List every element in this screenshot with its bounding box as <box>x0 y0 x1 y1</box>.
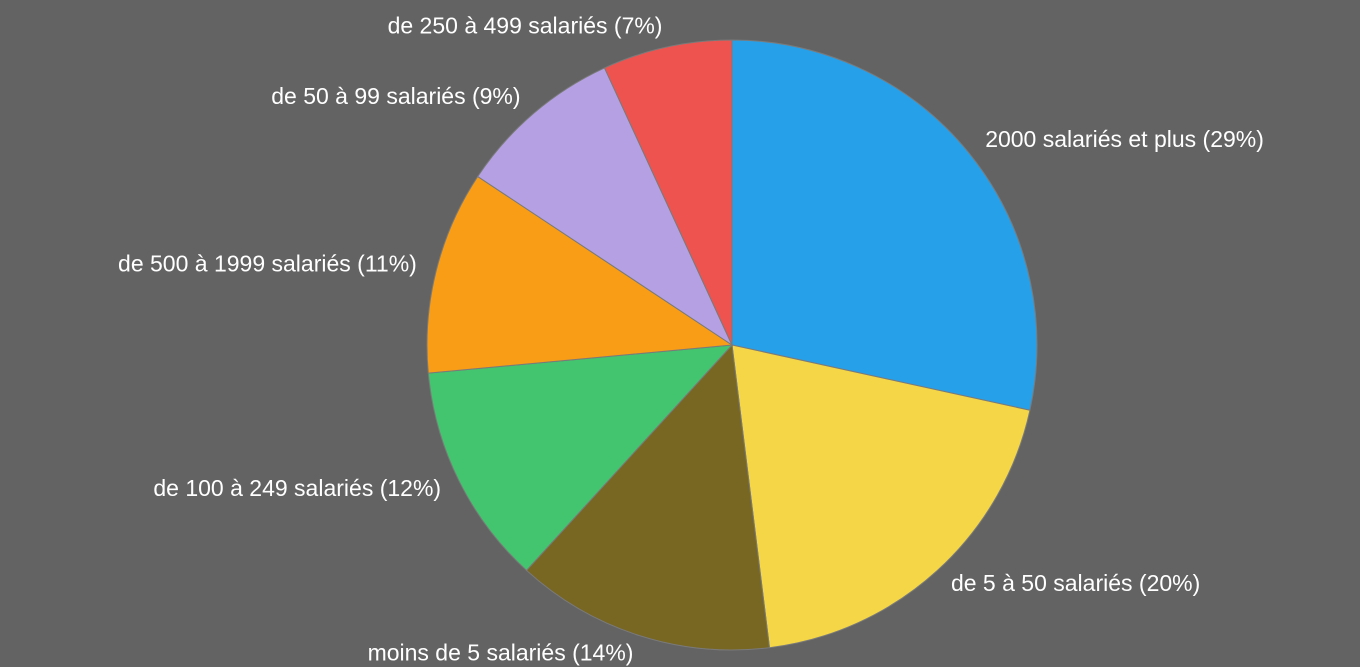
slice-label: de 50 à 99 salariés (9%) <box>271 83 520 109</box>
slice-category: de 250 à 499 salariés <box>388 13 608 39</box>
pie-slice <box>525 343 771 651</box>
pie-slice <box>731 344 1031 649</box>
slice-category: de 50 à 99 salariés <box>271 83 465 109</box>
slice-label: de 5 à 50 salariés (20%) <box>951 570 1200 596</box>
pie-slice <box>427 344 734 572</box>
slice-category: de 5 à 50 salariés <box>951 570 1133 596</box>
slice-label: de 100 à 249 salariés (12%) <box>153 475 441 501</box>
pie-slice <box>426 175 734 374</box>
slice-value-label: (9%) <box>472 83 521 109</box>
slice-value-label: (12%) <box>380 475 441 501</box>
slice-label: moins de 5 salariés (14%) <box>368 640 634 666</box>
pie-slice <box>603 39 733 346</box>
slice-category: 2000 salariés et plus <box>985 126 1196 152</box>
slice-value-label: (29%) <box>1203 126 1264 152</box>
slice-label: 2000 salariés et plus (29%) <box>985 126 1264 152</box>
slice-value-label: (20%) <box>1139 570 1200 596</box>
slice-label: de 500 à 1999 salariés (11%) <box>118 251 417 277</box>
slice-category: moins de 5 salariés <box>368 640 566 666</box>
pie-slice <box>477 67 734 347</box>
slice-category: de 100 à 249 salariés <box>153 475 373 501</box>
pie-slice <box>731 39 1038 411</box>
slice-label: de 250 à 499 salariés (7%) <box>388 13 663 39</box>
slice-value-label: (7%) <box>614 13 663 39</box>
slice-value-label: (14%) <box>572 640 633 666</box>
slice-value-label: (11%) <box>357 251 417 277</box>
slice-category: de 500 à 1999 salariés <box>118 251 351 277</box>
